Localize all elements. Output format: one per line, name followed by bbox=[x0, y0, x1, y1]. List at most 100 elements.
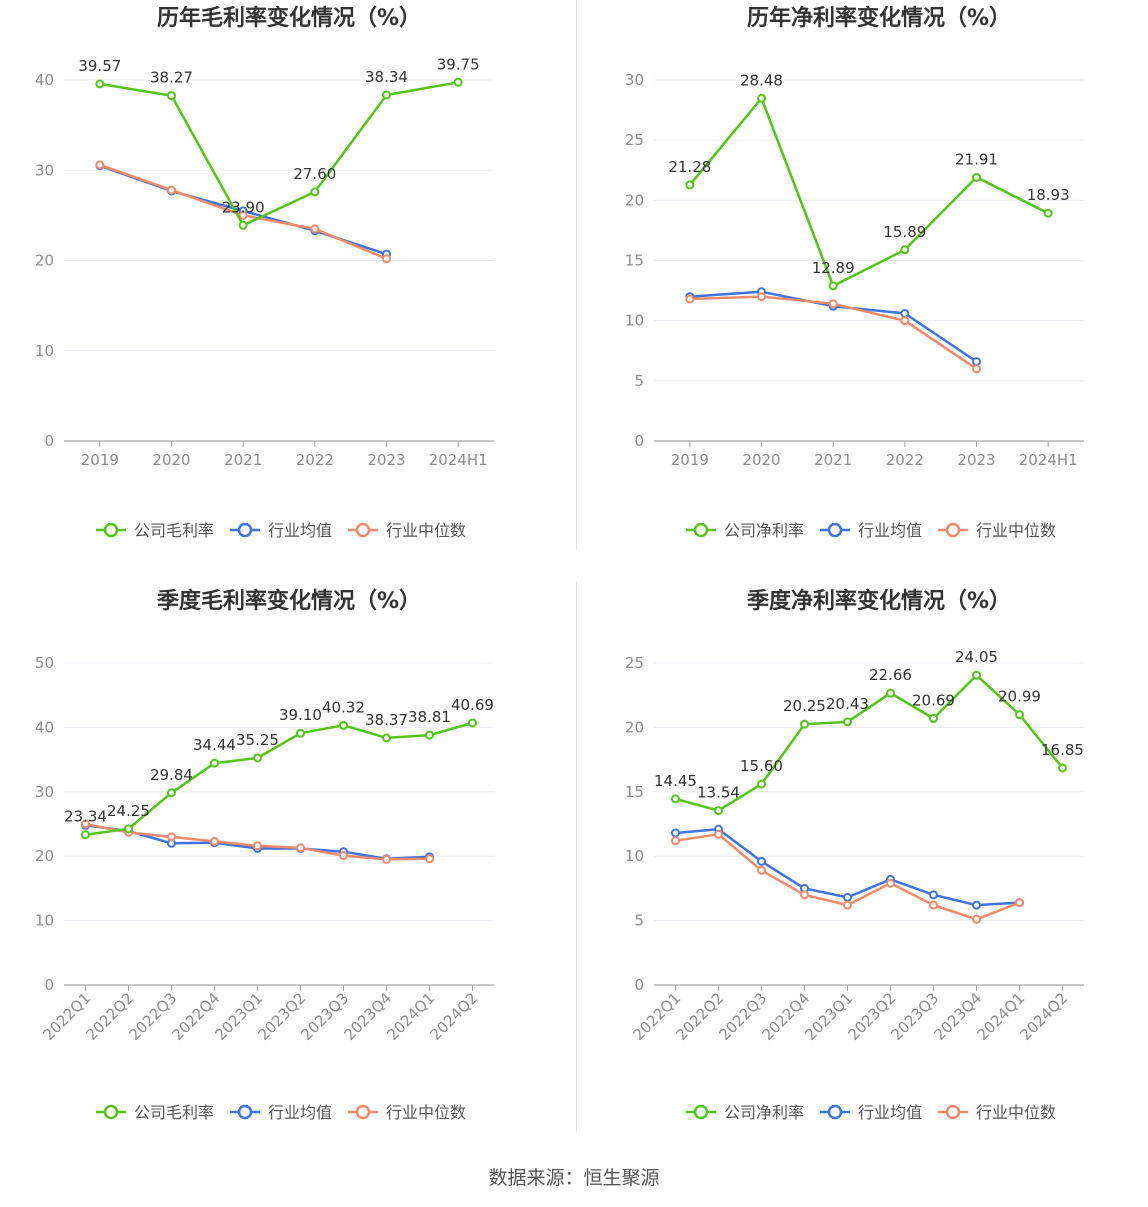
legend-marker bbox=[355, 522, 371, 538]
data-label: 34.44 bbox=[193, 736, 236, 754]
data-point-company bbox=[124, 824, 133, 834]
legend-item-company[interactable]: 公司毛利率 bbox=[96, 1103, 214, 1122]
data-label: 39.75 bbox=[437, 55, 480, 73]
data-point-company bbox=[310, 187, 320, 197]
data-point-median bbox=[238, 210, 248, 220]
legend-marker bbox=[237, 522, 253, 538]
y-tick-label: 40 bbox=[35, 71, 54, 89]
data-point-median bbox=[210, 836, 219, 846]
data-point-median bbox=[828, 299, 838, 309]
data-point-avg bbox=[900, 308, 910, 318]
y-tick-label: 25 bbox=[625, 654, 644, 672]
data-point-median bbox=[800, 890, 809, 900]
data-point-median bbox=[1015, 898, 1024, 908]
y-tick-label: 20 bbox=[35, 252, 54, 270]
legend-item-avg[interactable]: 行业均值 bbox=[820, 521, 922, 540]
data-point-median bbox=[167, 832, 176, 842]
data-label: 40.32 bbox=[322, 698, 365, 716]
data-label: 15.89 bbox=[883, 223, 926, 241]
data-point-median bbox=[972, 914, 981, 924]
legend-marker bbox=[355, 1104, 371, 1120]
data-label: 39.57 bbox=[78, 57, 121, 75]
data-label: 27.60 bbox=[293, 165, 336, 183]
data-point-company bbox=[339, 720, 348, 730]
data-point-median bbox=[900, 316, 910, 326]
legend-marker bbox=[945, 522, 961, 538]
data-point-avg bbox=[972, 357, 981, 367]
data-label: 38.34 bbox=[365, 68, 408, 86]
legend-label: 行业中位数 bbox=[386, 521, 466, 540]
panel-divider-top bbox=[576, 0, 577, 550]
x-tick-label: 2023 bbox=[367, 451, 405, 469]
x-tick-label: 2021 bbox=[814, 451, 852, 469]
legend-item-company[interactable]: 公司毛利率 bbox=[96, 521, 214, 540]
y-tick-label: 40 bbox=[35, 718, 54, 736]
data-point-median bbox=[382, 254, 391, 264]
legend-item-avg[interactable]: 行业均值 bbox=[820, 1103, 922, 1122]
x-tick-label: 2020 bbox=[152, 451, 190, 469]
data-point-median bbox=[310, 224, 320, 234]
y-tick-label: 0 bbox=[634, 432, 644, 450]
x-tick-label: 2019 bbox=[81, 451, 119, 469]
data-label: 21.91 bbox=[955, 150, 998, 168]
data-point-company bbox=[757, 93, 766, 103]
data-point-company bbox=[253, 753, 262, 763]
data-point-company bbox=[210, 758, 219, 768]
data-point-median bbox=[757, 292, 766, 302]
data-point-company bbox=[900, 245, 910, 255]
legend-item-company[interactable]: 公司净利率 bbox=[686, 1103, 804, 1122]
x-tick-label: 2024H1 bbox=[1019, 451, 1078, 469]
data-label: 21.28 bbox=[668, 158, 711, 176]
legend-item-median[interactable]: 行业中位数 bbox=[348, 1103, 466, 1122]
legend-item-median[interactable]: 行业中位数 bbox=[938, 521, 1056, 540]
y-tick-label: 10 bbox=[625, 312, 644, 330]
data-point-median bbox=[296, 843, 305, 853]
data-point-company bbox=[167, 91, 176, 101]
x-tick-label: 2024Q2 bbox=[427, 989, 482, 1044]
y-tick-label: 10 bbox=[35, 912, 54, 930]
data-label: 20.69 bbox=[912, 692, 955, 710]
series-line-company bbox=[688, 97, 1049, 288]
y-tick-label: 50 bbox=[35, 654, 54, 672]
data-point-median bbox=[843, 900, 852, 910]
chart-panel-3: 季度毛利率变化情况（%）010203040502022Q12022Q22022Q… bbox=[35, 588, 494, 1122]
legend-marker bbox=[827, 522, 843, 538]
x-tick-label: 2024H1 bbox=[429, 451, 488, 469]
y-tick-label: 15 bbox=[625, 783, 644, 801]
y-tick-label: 20 bbox=[625, 191, 644, 209]
y-tick-label: 20 bbox=[625, 718, 644, 736]
legend-label: 行业均值 bbox=[858, 1103, 922, 1122]
data-label: 39.10 bbox=[279, 706, 322, 724]
legend-item-company[interactable]: 公司净利率 bbox=[686, 521, 804, 540]
legend-label: 公司毛利率 bbox=[134, 1103, 214, 1122]
legend-item-median[interactable]: 行业中位数 bbox=[938, 1103, 1056, 1122]
x-tick-label: 2021 bbox=[224, 451, 262, 469]
legend-label: 公司净利率 bbox=[724, 1103, 804, 1122]
legend-item-avg[interactable]: 行业均值 bbox=[230, 521, 332, 540]
legend-label: 公司净利率 bbox=[724, 521, 804, 540]
y-tick-label: 20 bbox=[35, 847, 54, 865]
data-label: 24.05 bbox=[955, 648, 998, 666]
data-label: 20.43 bbox=[826, 695, 869, 713]
data-point-company bbox=[671, 794, 680, 804]
data-point-company bbox=[714, 806, 723, 816]
data-label: 29.84 bbox=[150, 766, 193, 784]
legend-item-avg[interactable]: 行业均值 bbox=[230, 1103, 332, 1122]
legend-item-median[interactable]: 行业中位数 bbox=[348, 521, 466, 540]
legend-label: 行业中位数 bbox=[976, 1103, 1056, 1122]
y-tick-label: 0 bbox=[44, 432, 54, 450]
data-point-median bbox=[929, 900, 938, 910]
legend-label: 行业均值 bbox=[268, 1103, 332, 1122]
data-label: 13.54 bbox=[697, 784, 740, 802]
legend-marker bbox=[237, 1104, 253, 1120]
data-point-median bbox=[685, 294, 695, 304]
chart-panel-4: 季度净利率变化情况（%）05101520252022Q12022Q22022Q3… bbox=[625, 588, 1084, 1122]
data-point-company bbox=[95, 79, 105, 89]
data-point-company bbox=[757, 779, 766, 789]
chart-title: 历年净利率变化情况（%） bbox=[747, 5, 1011, 31]
data-point-company bbox=[238, 220, 248, 230]
legend-marker bbox=[827, 1104, 843, 1120]
data-point-avg bbox=[929, 890, 938, 900]
